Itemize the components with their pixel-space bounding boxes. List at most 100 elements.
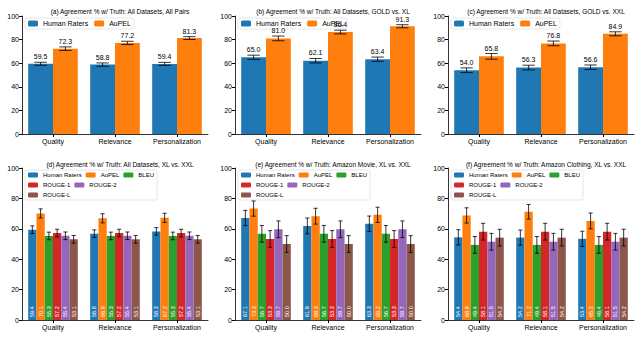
svg-text:20: 20 <box>224 286 232 293</box>
svg-text:AuPEL: AuPEL <box>314 172 333 178</box>
svg-text:80: 80 <box>224 195 232 202</box>
svg-text:76.8: 76.8 <box>547 32 561 39</box>
svg-text:Personalization: Personalization <box>579 324 627 331</box>
svg-text:60: 60 <box>437 225 445 232</box>
svg-text:100: 100 <box>433 165 445 172</box>
svg-text:(b) Agreement % w/ Truth: All: (b) Agreement % w/ Truth: All Datasets, … <box>256 8 410 16</box>
svg-text:Personalization: Personalization <box>366 138 414 145</box>
svg-text:Personalization: Personalization <box>153 324 201 331</box>
svg-text:69.2: 69.2 <box>375 306 381 317</box>
svg-text:Relevance: Relevance <box>311 324 344 331</box>
svg-text:55.4: 55.4 <box>186 306 192 317</box>
svg-text:AuPEL: AuPEL <box>535 20 557 27</box>
svg-text:53.4: 53.4 <box>579 306 585 317</box>
svg-text:100: 100 <box>433 13 445 20</box>
svg-text:61.9: 61.9 <box>304 306 310 317</box>
svg-text:77.2: 77.2 <box>121 32 135 39</box>
svg-text:20: 20 <box>224 107 232 114</box>
svg-text:40: 40 <box>437 83 445 90</box>
svg-text:Personalization: Personalization <box>579 138 627 145</box>
svg-text:(f) Agreement % w/ Truth: Amaz: (f) Agreement % w/ Truth: Amazon Clothin… <box>466 161 627 169</box>
svg-text:Human Raters: Human Raters <box>256 172 295 178</box>
svg-text:81.3: 81.3 <box>183 28 197 35</box>
svg-text:65.8: 65.8 <box>485 45 499 52</box>
svg-text:54.2: 54.2 <box>517 306 523 317</box>
svg-text:AuPEL: AuPEL <box>101 172 120 178</box>
svg-text:60: 60 <box>11 225 19 232</box>
svg-text:ROUGE-2: ROUGE-2 <box>515 182 543 188</box>
svg-text:(a) Agreement % w/ Truth: All: (a) Agreement % w/ Truth: All Datasets, … <box>51 8 190 16</box>
svg-text:68.3: 68.3 <box>313 306 319 317</box>
svg-text:60: 60 <box>224 60 232 67</box>
svg-text:Quality: Quality <box>42 138 64 146</box>
svg-text:55.3: 55.3 <box>46 306 52 317</box>
svg-text:ROUGE-L: ROUGE-L <box>43 192 71 198</box>
svg-text:67.2: 67.2 <box>162 306 168 317</box>
svg-text:54.2: 54.2 <box>621 306 627 317</box>
svg-text:Human Raters: Human Raters <box>43 20 89 27</box>
svg-text:65.0: 65.0 <box>247 46 261 53</box>
svg-text:ROUGE-L: ROUGE-L <box>469 192 497 198</box>
svg-text:59.7: 59.7 <box>337 306 343 317</box>
svg-text:0: 0 <box>15 131 19 138</box>
svg-text:84.9: 84.9 <box>609 23 623 30</box>
svg-text:ROUGE-1: ROUGE-1 <box>256 182 284 188</box>
svg-text:AuPEL: AuPEL <box>527 172 546 178</box>
svg-text:60: 60 <box>224 225 232 232</box>
svg-text:60: 60 <box>437 60 445 67</box>
svg-text:53.3: 53.3 <box>267 306 273 317</box>
svg-text:51.5: 51.5 <box>488 306 494 317</box>
svg-text:BLEU: BLEU <box>138 172 154 178</box>
svg-text:100: 100 <box>7 165 19 172</box>
svg-text:56.8: 56.8 <box>91 306 97 317</box>
svg-text:58.3: 58.3 <box>153 306 159 317</box>
svg-text:Relevance: Relevance <box>524 324 557 331</box>
svg-text:Relevance: Relevance <box>311 138 344 145</box>
svg-text:BLEU: BLEU <box>351 172 367 178</box>
svg-text:Relevance: Relevance <box>98 324 131 331</box>
svg-text:58.1: 58.1 <box>542 306 548 317</box>
svg-text:56.6: 56.6 <box>584 56 598 63</box>
svg-text:53.1: 53.1 <box>71 306 77 317</box>
svg-text:Human Raters: Human Raters <box>256 20 302 27</box>
svg-text:49.4: 49.4 <box>596 306 602 317</box>
svg-text:53.3: 53.3 <box>329 306 335 317</box>
svg-text:AuPEL: AuPEL <box>109 20 131 27</box>
svg-text:49.4: 49.4 <box>534 306 540 317</box>
svg-text:Quality: Quality <box>468 324 490 332</box>
svg-text:Quality: Quality <box>255 138 277 146</box>
svg-text:67.1: 67.1 <box>242 306 248 317</box>
svg-text:59.4: 59.4 <box>158 53 172 60</box>
svg-text:80: 80 <box>11 195 19 202</box>
svg-text:58.8: 58.8 <box>96 54 110 61</box>
svg-text:80: 80 <box>437 36 445 43</box>
svg-text:59.4: 59.4 <box>29 306 35 317</box>
svg-text:ROUGE-2: ROUGE-2 <box>302 182 330 188</box>
svg-text:86.4: 86.4 <box>334 21 348 28</box>
svg-text:59.7: 59.7 <box>275 306 281 317</box>
svg-text:100: 100 <box>7 13 19 20</box>
svg-text:100: 100 <box>220 165 232 172</box>
svg-text:53.1: 53.1 <box>133 306 139 317</box>
svg-text:81.0: 81.0 <box>272 27 286 34</box>
svg-text:56.7: 56.7 <box>259 306 265 317</box>
svg-text:ROUGE-1: ROUGE-1 <box>43 182 71 188</box>
svg-text:ROUGE-2: ROUGE-2 <box>89 182 117 188</box>
svg-text:20: 20 <box>437 107 445 114</box>
svg-text:62.1: 62.1 <box>309 49 323 56</box>
svg-text:63.3: 63.3 <box>366 306 372 317</box>
svg-text:80: 80 <box>224 36 232 43</box>
svg-text:49.4: 49.4 <box>472 306 478 317</box>
svg-text:20: 20 <box>437 286 445 293</box>
svg-text:58.1: 58.1 <box>480 306 486 317</box>
svg-text:0: 0 <box>228 317 232 324</box>
svg-text:(e) Agreement % w/ Truth: Amaz: (e) Agreement % w/ Truth: Amazon Movie, … <box>255 161 411 169</box>
svg-text:Quality: Quality <box>255 324 277 332</box>
svg-text:(d) Agreement % w/ Truth: All: (d) Agreement % w/ Truth: All Datasets, … <box>46 161 194 169</box>
svg-text:54.0: 54.0 <box>460 59 474 66</box>
svg-text:0: 0 <box>228 131 232 138</box>
svg-text:Personalization: Personalization <box>366 324 414 331</box>
svg-text:54.2: 54.2 <box>559 306 565 317</box>
svg-text:Quality: Quality <box>468 138 490 146</box>
svg-text:ROUGE-L: ROUGE-L <box>256 192 284 198</box>
